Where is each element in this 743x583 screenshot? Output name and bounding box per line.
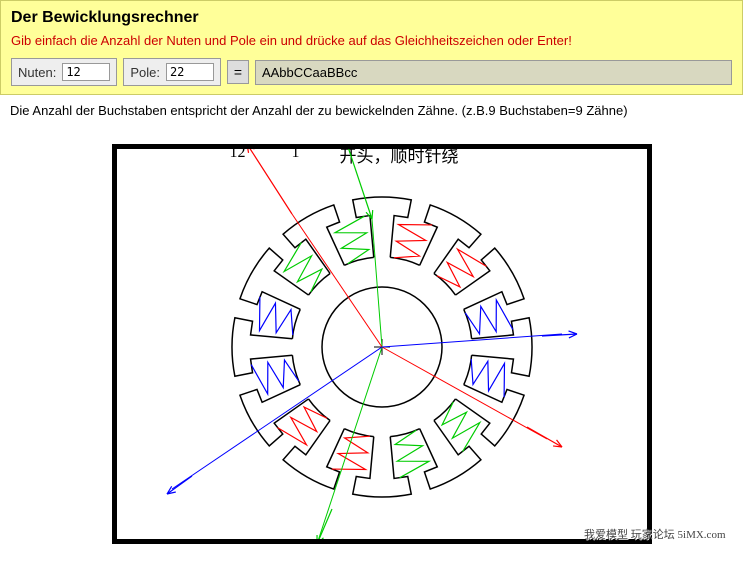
instruction-text: Gib einfach die Anzahl der Nuten und Pol…: [11, 33, 732, 48]
result-box: AAbbCCaaBBcc: [255, 60, 732, 85]
result-text: AAbbCCaaBBcc: [262, 65, 357, 80]
calculate-button[interactable]: =: [227, 60, 249, 84]
page-title: Der Bewicklungsrechner: [11, 9, 732, 27]
watermark: 我爱模型 玩家论坛 5iMX.com: [584, 526, 725, 542]
input-row: Nuten: Pole: = AAbbCCaaBBcc: [11, 58, 732, 86]
nuten-group: Nuten:: [11, 58, 117, 86]
pole-label: Pole:: [130, 65, 160, 80]
nuten-input[interactable]: [62, 63, 110, 81]
pole-group: Pole:: [123, 58, 221, 86]
pole-input[interactable]: [166, 63, 214, 81]
nuten-label: Nuten:: [18, 65, 56, 80]
stator-diagram: [117, 149, 647, 539]
diagram-container: 12 1 开头，顺时针绕 我爱模型 玩家论坛 5iMX.com: [12, 144, 732, 544]
diagram-svg-box: [112, 144, 652, 544]
note-text: Die Anzahl der Buchstaben entspricht der…: [0, 95, 743, 122]
header-panel: Der Bewicklungsrechner Gib einfach die A…: [0, 0, 743, 95]
